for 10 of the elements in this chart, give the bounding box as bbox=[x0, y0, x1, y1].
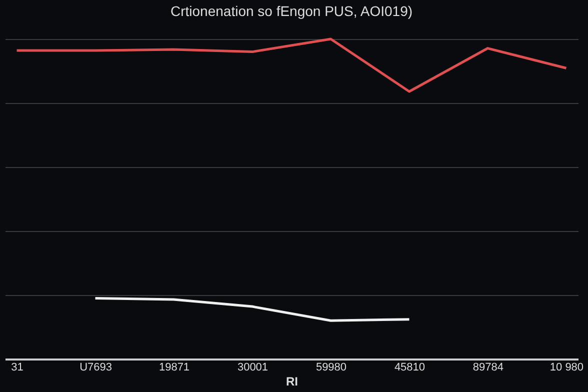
x-tick-label: U7693 bbox=[80, 362, 112, 374]
x-tick-label: 45810 bbox=[394, 362, 426, 374]
chart-title: Crtionenation so fEngon PUS, AOI019) bbox=[170, 3, 413, 19]
x-tick-label: 30001 bbox=[237, 362, 268, 374]
x-tick-label: 89784 bbox=[472, 362, 504, 374]
x-tick-label: 10 980 bbox=[550, 362, 584, 374]
x-axis-title: RI bbox=[286, 374, 298, 388]
x-tick-label: 59980 bbox=[316, 362, 347, 374]
x-tick-label: 19871 bbox=[158, 362, 190, 374]
x-tick-label: 31 bbox=[11, 362, 24, 374]
